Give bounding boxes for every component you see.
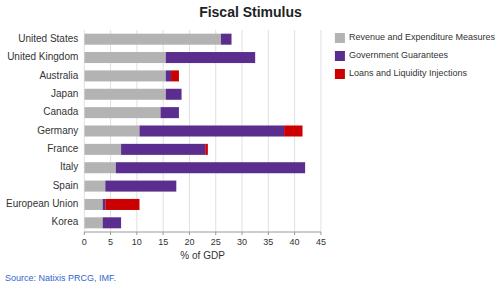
x-axis-line xyxy=(84,232,321,233)
bar-segment xyxy=(84,89,166,100)
legend-swatch xyxy=(335,69,345,79)
bar-segment xyxy=(84,162,116,173)
y-tick-label: United States xyxy=(18,33,78,44)
grid xyxy=(84,30,321,232)
x-tick-label: 25 xyxy=(211,237,221,247)
y-tick-label: Japan xyxy=(51,88,78,99)
x-tick-label: 30 xyxy=(237,237,247,247)
bar-segment xyxy=(84,34,221,45)
bars xyxy=(84,34,305,229)
legend-swatch xyxy=(335,51,345,61)
bar-segment xyxy=(178,107,179,118)
legend-label: Loans and Liquidity Injections xyxy=(349,68,468,78)
y-tick-label: Canada xyxy=(43,106,78,117)
x-tick-label: 15 xyxy=(158,237,168,247)
bar-segment xyxy=(121,144,205,155)
bar-segment xyxy=(171,70,179,81)
bar-segment xyxy=(161,107,179,118)
bar-segment xyxy=(84,181,105,192)
x-tick-label: 10 xyxy=(132,237,142,247)
bar-segment xyxy=(84,125,139,136)
grid-line xyxy=(320,30,321,232)
y-tick-label: France xyxy=(47,143,79,154)
x-tick-label: 0 xyxy=(82,237,87,247)
x-tick-label: 5 xyxy=(108,237,113,247)
x-tick-label: 45 xyxy=(316,237,326,247)
legend: Revenue and Expenditure Measures Governme… xyxy=(335,32,496,79)
bar-segment xyxy=(221,34,232,45)
bar-segment xyxy=(231,34,232,45)
bar-segment xyxy=(181,89,182,100)
legend-label: Government Guarantees xyxy=(349,50,449,60)
bar-segment xyxy=(305,162,306,173)
bar-segment xyxy=(139,125,284,136)
legend-label: Revenue and Expenditure Measures xyxy=(349,32,496,42)
bar-segment xyxy=(176,181,177,192)
title: Fiscal Stimulus xyxy=(199,4,302,20)
y-tick-label: European Union xyxy=(6,198,78,209)
bar-segment xyxy=(105,199,139,210)
y-tick-label: Korea xyxy=(52,216,79,227)
y-tick-label: Italy xyxy=(60,161,78,172)
bar-segment xyxy=(103,217,121,228)
bar-segment xyxy=(284,125,302,136)
bar-segment xyxy=(255,52,256,63)
bar-segment xyxy=(105,181,176,192)
y-tick-label: United Kingdom xyxy=(7,51,78,62)
legend-swatch xyxy=(335,33,345,43)
bar-segment xyxy=(84,107,160,118)
bar-segment xyxy=(84,70,166,81)
y-tick-label: Germany xyxy=(37,125,78,136)
x-axis: 0 5 10 15 20 25 30 35 40 45 xyxy=(82,232,326,247)
annotation: Source: Natixis PRCG, IMF. xyxy=(5,273,116,283)
x-axis-label: % of GDP xyxy=(180,250,225,261)
chart: Fiscal Stimulus Revenue and Expenditure M… xyxy=(0,0,501,286)
bar-segment xyxy=(166,70,171,81)
bar-segment xyxy=(116,162,305,173)
y-tick-label: Spain xyxy=(53,180,79,191)
y-tick-label: Australia xyxy=(39,70,78,81)
x-tick-label: 35 xyxy=(263,237,273,247)
bar-segment xyxy=(103,199,106,210)
x-tick-label: 20 xyxy=(184,237,194,247)
bar-segment xyxy=(205,144,208,155)
bar-segment xyxy=(121,217,122,228)
bar-segment xyxy=(166,52,255,63)
bar-segment xyxy=(166,89,182,100)
x-tick-label: 40 xyxy=(290,237,300,247)
bar-segment xyxy=(84,199,102,210)
bar-segment xyxy=(84,217,102,228)
bar-segment xyxy=(84,144,121,155)
bar-segment xyxy=(84,52,166,63)
y-axis: Korea European Union Spain Italy France Germa… xyxy=(6,33,79,228)
